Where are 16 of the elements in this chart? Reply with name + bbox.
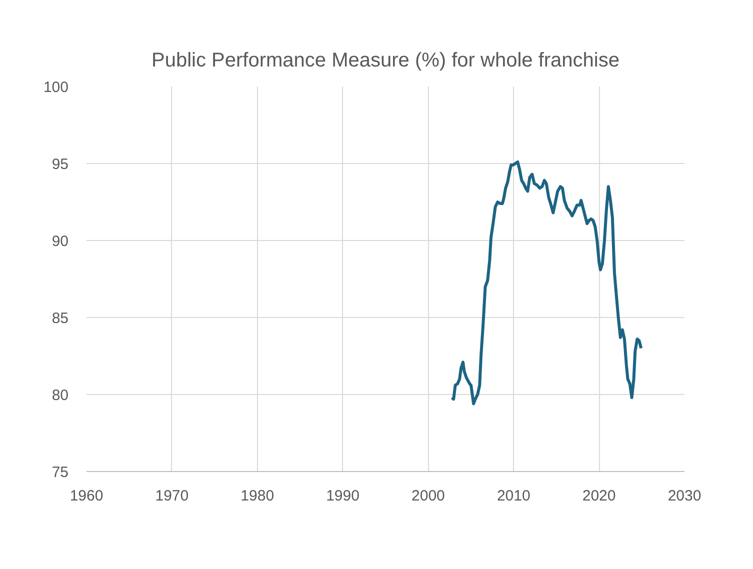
x-tick-label: 2010	[496, 488, 530, 504]
x-tick-label: 2000	[412, 488, 445, 504]
x-tick-label: 1970	[155, 488, 189, 504]
x-tick-label: 2020	[582, 488, 616, 504]
x-tick-label: 1990	[326, 488, 360, 504]
y-tick-label: 80	[52, 387, 69, 404]
y-tick-label: 100	[43, 79, 69, 96]
x-tick-label: 1980	[240, 488, 274, 504]
chart-title: Public Performance Measure (%) for whole franchise	[152, 50, 620, 72]
line-series	[450, 160, 643, 406]
y-tick-label: 75	[52, 464, 69, 481]
y-tick-label: 85	[52, 310, 69, 327]
y-tick-label: 90	[52, 233, 69, 250]
x-tick-label: 2030	[668, 488, 702, 504]
x-tick-label: 1960	[70, 488, 104, 504]
y-tick-label: 95	[52, 156, 69, 173]
